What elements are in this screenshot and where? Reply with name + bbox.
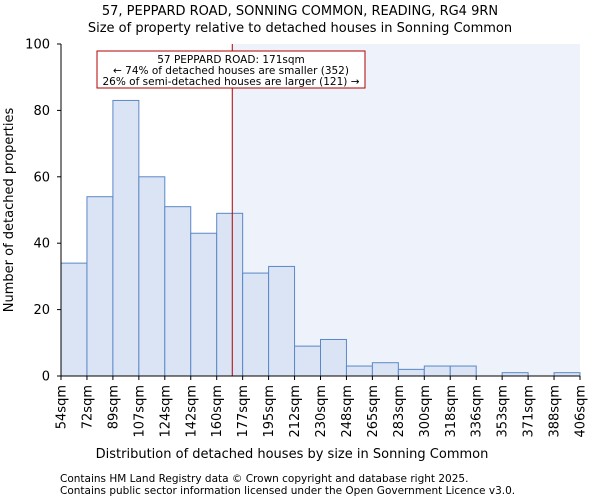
x-tick-label-248sqm: 248sqm (340, 385, 355, 438)
footer-line-1: Contains HM Land Registry data © Crown c… (60, 473, 468, 485)
annotation-line-1: 57 PEPPARD ROAD: 171sqm (157, 54, 304, 66)
bar-230sqm (320, 338, 347, 377)
x-tick-label-283sqm: 283sqm (392, 385, 407, 438)
x-tick-label-388sqm: 388sqm (548, 385, 563, 438)
bar-195sqm (268, 265, 296, 377)
x-tick-label-212sqm: 212sqm (288, 385, 303, 438)
y-tick-label: 20 (33, 303, 50, 318)
x-axis-label: Distribution of detached houses by size … (96, 447, 489, 462)
x-tick-label-124sqm: 124sqm (158, 385, 173, 438)
x-tick-label-265sqm: 265sqm (366, 385, 381, 438)
bar-177sqm (242, 272, 270, 377)
bar-212sqm (294, 345, 321, 377)
x-tick-label-54sqm: 54sqm (55, 385, 70, 429)
chart-subtitle: Size of property relative to detached ho… (88, 21, 512, 36)
plot-area: 0 20 40 60 80 100 54sqm 72sqm 89sqm 107sqm 124sqm 1… (25, 38, 588, 438)
y-tick-label: 100 (25, 38, 50, 53)
x-tick-label-195sqm: 195sqm (262, 385, 277, 438)
y-tick-label: 80 (33, 104, 50, 119)
bar-89sqm (112, 99, 140, 377)
x-tick-label-230sqm: 230sqm (314, 385, 329, 438)
bar-54sqm (60, 262, 88, 377)
x-tick-label-300sqm: 300sqm (418, 385, 433, 438)
bar-300sqm (423, 365, 451, 377)
x-tick-label-72sqm: 72sqm (80, 385, 95, 429)
annotation-line-2: ← 74% of detached houses are smaller (35… (113, 65, 349, 77)
bar-124sqm (164, 206, 192, 377)
bar-142sqm (190, 232, 218, 377)
x-tick-label-318sqm: 318sqm (444, 385, 459, 438)
y-tick-label: 60 (33, 170, 50, 185)
bar-107sqm (138, 176, 166, 377)
x-tick-label-406sqm: 406sqm (574, 385, 589, 438)
x-tick-label-336sqm: 336sqm (470, 385, 485, 438)
y-tick-label: 0 (42, 370, 50, 385)
bar-318sqm (449, 365, 477, 377)
annotation-box (96, 50, 366, 89)
bar-248sqm (345, 365, 373, 377)
x-tick-label-371sqm: 371sqm (522, 385, 537, 438)
y-axis-label: Number of detached properties (2, 108, 17, 313)
y-tick-label: 40 (33, 237, 50, 252)
x-tick-label-160sqm: 160sqm (210, 385, 225, 438)
bar-160sqm (216, 212, 244, 377)
bar-265sqm (371, 362, 399, 377)
x-tick-label-89sqm: 89sqm (106, 385, 121, 429)
footer-line-2: Contains public sector information licen… (60, 485, 515, 497)
x-tick-label-177sqm: 177sqm (236, 385, 251, 438)
bar-72sqm (86, 196, 114, 377)
x-tick-label-107sqm: 107sqm (132, 385, 147, 438)
bar-283sqm (397, 368, 425, 377)
x-tick-label-353sqm: 353sqm (496, 385, 511, 438)
chart-title: 57, PEPPARD ROAD, SONNING COMMON, READIN… (102, 4, 498, 19)
x-tick-label-142sqm: 142sqm (184, 385, 199, 438)
annotation-line-3: 26% of semi-detached houses are larger (… (103, 76, 360, 88)
